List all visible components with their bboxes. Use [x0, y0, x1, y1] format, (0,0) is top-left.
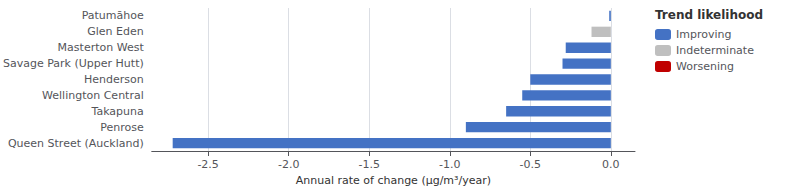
svg-text:0.0: 0.0	[602, 158, 620, 171]
svg-text:-1.0: -1.0	[439, 158, 460, 171]
svg-text:Glen Eden: Glen Eden	[87, 25, 144, 38]
svg-text:Improving: Improving	[676, 28, 731, 41]
svg-text:-1.5: -1.5	[358, 158, 379, 171]
svg-text:-0.5: -0.5	[520, 158, 541, 171]
svg-text:Annual rate of change (μg/m³/y: Annual rate of change (μg/m³/year)	[296, 174, 491, 187]
svg-text:Wellington Central: Wellington Central	[42, 89, 144, 102]
svg-text:Queen Street (Auckland): Queen Street (Auckland)	[8, 137, 144, 150]
svg-text:Worsening: Worsening	[676, 60, 734, 73]
svg-text:Henderson: Henderson	[84, 73, 144, 86]
svg-text:Savage Park (Upper Hutt): Savage Park (Upper Hutt)	[3, 57, 144, 70]
svg-text:Penrose: Penrose	[100, 121, 144, 134]
svg-text:Indeterminate: Indeterminate	[676, 44, 754, 57]
svg-text:Masterton West: Masterton West	[58, 41, 145, 54]
svg-text:-2.0: -2.0	[278, 158, 299, 171]
svg-text:Takapuna: Takapuna	[91, 105, 144, 118]
svg-text:-2.5: -2.5	[197, 158, 218, 171]
svg-text:Trend likelihood: Trend likelihood	[655, 8, 763, 22]
svg-text:Patumāhoe: Patumāhoe	[82, 9, 144, 22]
